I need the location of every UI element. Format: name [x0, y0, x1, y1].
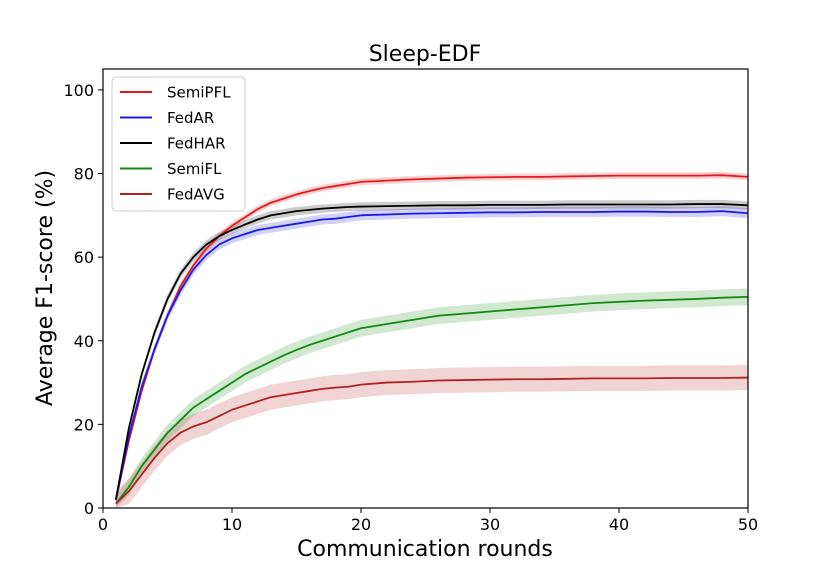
y-tick-label: 100: [63, 81, 94, 100]
line-semipfl: [115, 174, 749, 500]
x-tick-label: 10: [222, 515, 242, 534]
band-fedavg: [115, 365, 748, 508]
x-tick-label: 0: [98, 515, 108, 534]
y-tick-label: 40: [74, 332, 94, 351]
legend-label-fedavg: FedAVG: [167, 186, 225, 204]
line-fedavg: [115, 376, 749, 505]
legend-label-semifl: SemiFL: [167, 160, 222, 178]
legend-label-semipfl: SemiPFL: [167, 84, 231, 102]
y-axis-ticks: 0 20 40 60 80 100: [63, 81, 103, 518]
legend-label-fedar: FedAR: [167, 109, 214, 127]
band-semifl: [115, 288, 748, 508]
legend: SemiPFL FedAR FedHAR SemiFL FedAVG: [111, 76, 246, 212]
x-tick-label: 40: [609, 515, 629, 534]
y-tick-label: 60: [74, 248, 94, 267]
chart-title: Sleep-EDF: [369, 42, 482, 67]
x-tick-label: 30: [480, 515, 500, 534]
x-axis-label: Communication rounds: [297, 537, 553, 562]
line-semifl: [115, 295, 749, 505]
legend-box: [111, 76, 246, 212]
legend-label-fedhar: FedHAR: [167, 135, 226, 153]
y-tick-label: 0: [84, 499, 94, 518]
confidence-bands: [115, 171, 748, 508]
line-fedhar: [115, 203, 749, 500]
series-lines: [115, 174, 749, 505]
y-axis-label: Average F1-score (%): [33, 170, 58, 406]
x-tick-label: 50: [738, 515, 758, 534]
y-tick-label: 20: [74, 415, 94, 434]
line-fedar: [115, 210, 749, 500]
band-semipfl: [115, 171, 748, 503]
x-axis-ticks: 0 10 20 30 40 50: [98, 508, 758, 534]
y-tick-label: 80: [74, 165, 94, 184]
plot-frame: [102, 68, 749, 509]
x-tick-label: 20: [351, 515, 371, 534]
